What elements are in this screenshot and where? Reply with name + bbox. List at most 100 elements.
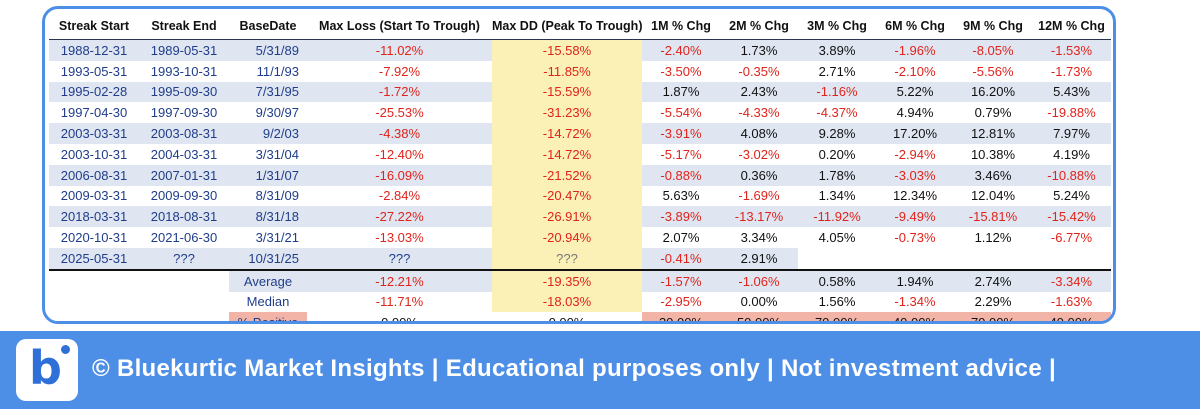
table-cell xyxy=(1032,247,1111,271)
table-cell: -2.40% xyxy=(642,39,720,61)
table-cell: -13.17% xyxy=(720,206,798,228)
logo-letter: b xyxy=(29,341,62,395)
table-cell: 10.38% xyxy=(954,143,1032,165)
table-cell: -2.84% xyxy=(307,185,492,207)
table-cell: 11/1/93 xyxy=(229,60,307,82)
summary-cell: 2.29% xyxy=(954,291,1032,313)
table-row: 1995-02-28 1995-09-30 7/31/95 -1.72% -15.59%… xyxy=(49,81,1111,103)
table-cell: -11.85% xyxy=(492,60,642,82)
header-row: Streak Start Streak End BaseDate Max Los… xyxy=(49,13,1111,40)
logo-dot-icon xyxy=(61,345,70,354)
summary-cell: -1.57% xyxy=(642,269,720,292)
streak-statistics-table: Streak Start Streak End BaseDate Max Los… xyxy=(49,13,1111,321)
table-cell: 9.28% xyxy=(798,123,876,144)
table-cell: -13.03% xyxy=(307,227,492,248)
table-cell xyxy=(798,247,876,271)
col-header-streak-start: Streak Start xyxy=(49,13,139,40)
table-cell: 12.81% xyxy=(954,123,1032,144)
footer-banner: b bluekurtic © Bluekurtic Market Insight… xyxy=(0,331,1200,409)
table-cell: 2003-10-31 xyxy=(49,143,139,165)
summary-cell: 2.74% xyxy=(954,269,1032,292)
table-cell: 1989-05-31 xyxy=(139,39,229,61)
table-cell: -3.50% xyxy=(642,60,720,82)
col-header-6m: 6M % Chg xyxy=(876,13,954,40)
table-cell: 2.71% xyxy=(798,60,876,82)
table-row: 1988-12-31 1989-05-31 5/31/89 -11.02% -15.58… xyxy=(49,39,1111,61)
table-cell: -3.02% xyxy=(720,143,798,165)
table-cell: 2003-03-31 xyxy=(49,123,139,144)
table-row: 2006-08-31 2007-01-31 1/31/07 -16.09% -21.52… xyxy=(49,164,1111,186)
summary-cell: -18.03% xyxy=(492,291,642,313)
table-cell: 3.89% xyxy=(798,39,876,61)
summary-cell: 40.00% xyxy=(876,312,954,321)
table-cell: -10.88% xyxy=(1032,164,1111,186)
table-cell: -15.59% xyxy=(492,81,642,103)
table-cell: 3.46% xyxy=(954,164,1032,186)
table-cell: -3.91% xyxy=(642,123,720,144)
table-cell: -14.72% xyxy=(492,143,642,165)
summary-cell: -1.34% xyxy=(876,291,954,313)
table-cell: 4.94% xyxy=(876,102,954,124)
summary-cell: 70.00% xyxy=(798,312,876,321)
table-cell: -19.88% xyxy=(1032,102,1111,124)
table-cell: -0.35% xyxy=(720,60,798,82)
table-cell: 1995-02-28 xyxy=(49,81,139,103)
col-header-2m: 2M % Chg xyxy=(720,13,798,40)
table-cell: 4.19% xyxy=(1032,143,1111,165)
col-header-12m: 12M % Chg xyxy=(1032,13,1111,40)
table-row: 1997-04-30 1997-09-30 9/30/97 -25.53% -31.23… xyxy=(49,102,1111,124)
bluekurtic-logo: b bluekurtic xyxy=(16,339,78,401)
table-cell: -21.52% xyxy=(492,164,642,186)
table-cell: -3.89% xyxy=(642,206,720,228)
summary-cell: 0.00% xyxy=(307,312,492,321)
col-header-1m: 1M % Chg xyxy=(642,13,720,40)
col-header-9m: 9M % Chg xyxy=(954,13,1032,40)
table-row: 1993-05-31 1993-10-31 11/1/93 -7.92% -11.85%… xyxy=(49,60,1111,82)
table-cell: 2009-09-30 xyxy=(139,185,229,207)
table-cell: 1993-05-31 xyxy=(49,60,139,82)
table-cell: 1/31/07 xyxy=(229,164,307,186)
summary-cell: -11.71% xyxy=(307,291,492,313)
table-cell: -11.02% xyxy=(307,39,492,61)
table-cell: 0.79% xyxy=(954,102,1032,124)
table-cell: -26.91% xyxy=(492,206,642,228)
table-cell: -14.72% xyxy=(492,123,642,144)
summary-cell: -19.35% xyxy=(492,269,642,292)
table-cell: -0.88% xyxy=(642,164,720,186)
table-cell: 1988-12-31 xyxy=(49,39,139,61)
table-cell: 9/2/03 xyxy=(229,123,307,144)
table-cell: 2018-08-31 xyxy=(139,206,229,228)
table-cell: 2004-03-31 xyxy=(139,143,229,165)
table-cell: 9/30/97 xyxy=(229,102,307,124)
summary-cell: 1.94% xyxy=(876,269,954,292)
table-cell: -6.77% xyxy=(1032,227,1111,248)
summary-row: % Positive 0.00% 0.00% 30.00% 50.00% 70.00% 40… xyxy=(49,312,1111,321)
summary-cell: -1.06% xyxy=(720,269,798,292)
table-cell: 1.34% xyxy=(798,185,876,207)
table-cell: ??? xyxy=(139,247,229,271)
table-cell: -20.47% xyxy=(492,185,642,207)
table-cell: 0.36% xyxy=(720,164,798,186)
table-cell: 1995-09-30 xyxy=(139,81,229,103)
table-row: 2018-03-31 2018-08-31 8/31/18 -27.22% -26.91… xyxy=(49,206,1111,228)
table-cell: -12.40% xyxy=(307,143,492,165)
table-cell: 2.91% xyxy=(720,247,798,271)
table-cell: -3.03% xyxy=(876,164,954,186)
table-cell: 5.22% xyxy=(876,81,954,103)
summary-cell: 70.00% xyxy=(954,312,1032,321)
table-cell: -1.72% xyxy=(307,81,492,103)
table-cell: 3/31/04 xyxy=(229,143,307,165)
table-cell: 2.07% xyxy=(642,227,720,248)
table-cell: 8/31/09 xyxy=(229,185,307,207)
table-row: 2020-10-31 2021-06-30 3/31/21 -13.03% -20.94… xyxy=(49,227,1111,248)
table-cell: 2021-06-30 xyxy=(139,227,229,248)
table-row: 2025-05-31??? 10/31/25?????? -0.41% 2.91% xyxy=(49,247,1111,271)
table-cell: 12.34% xyxy=(876,185,954,207)
disclaimer-text: © Bluekurtic Market Insights | Education… xyxy=(92,355,1056,382)
summary-cell: 40.00% xyxy=(1032,312,1111,321)
table-cell: 8/31/18 xyxy=(229,206,307,228)
col-header-max-loss: Max Loss (Start To Trough) xyxy=(307,13,492,40)
empty-cell xyxy=(49,269,139,292)
summary-cell: -3.34% xyxy=(1032,269,1111,292)
table-cell: 2006-08-31 xyxy=(49,164,139,186)
